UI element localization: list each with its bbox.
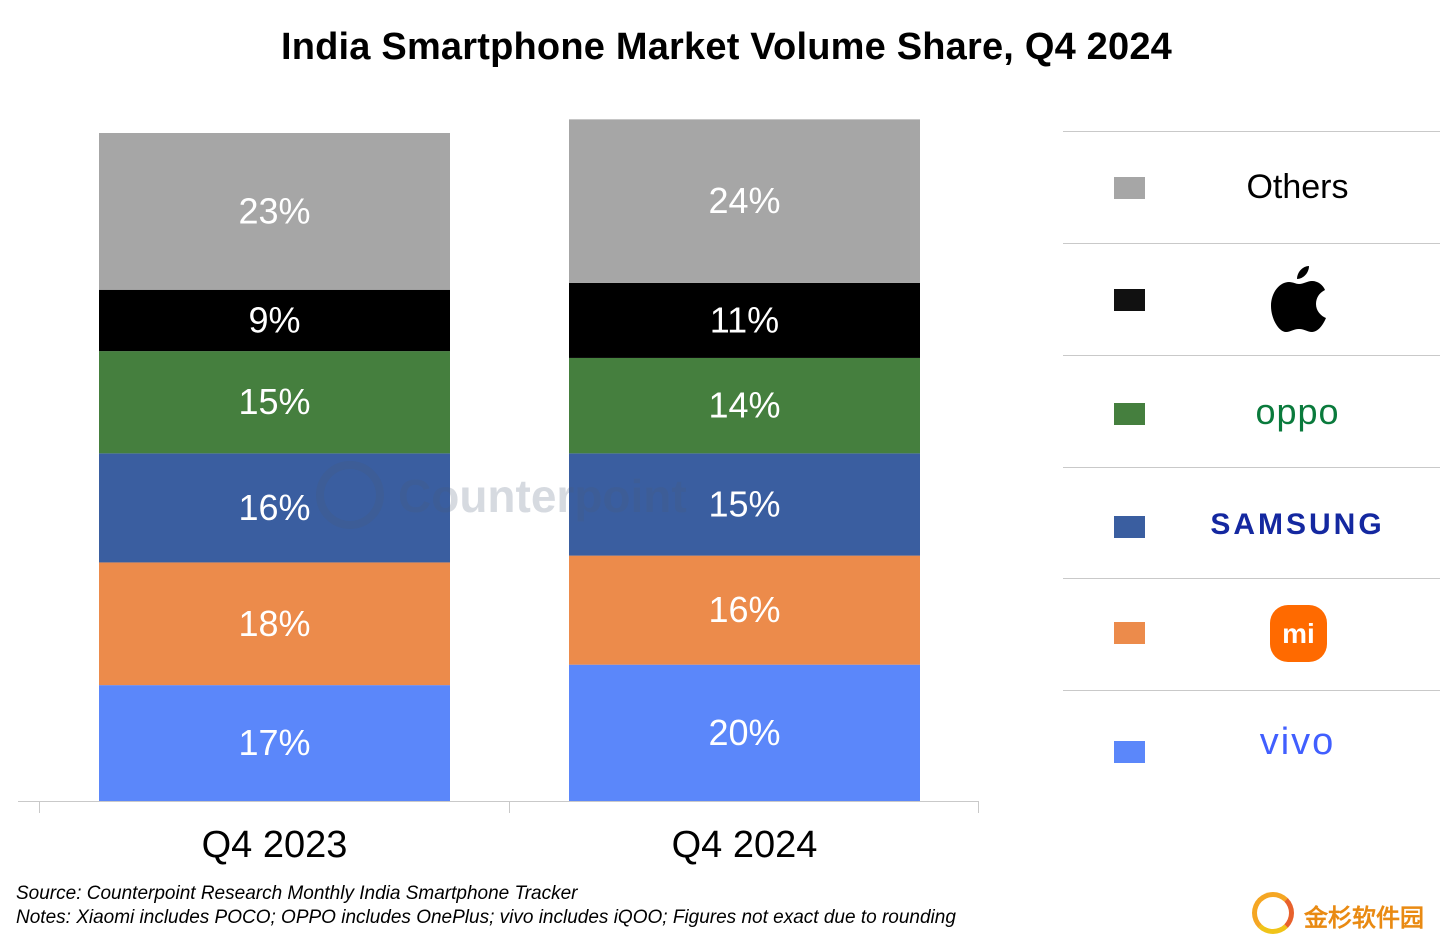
vivo-logo: vivo [1259, 721, 1336, 763]
swirl-logo-icon [1252, 892, 1294, 934]
legend-divider [1063, 578, 1440, 579]
bar-segment-xiaomi-q4-2024 [569, 555, 920, 665]
bar-segment-vivo-q4-2023 [99, 685, 450, 801]
data-label-vivo-q4-2024: 20% [708, 712, 780, 753]
data-label-oppo-q4-2024: 14% [708, 385, 780, 426]
legend-swatch-vivo [1114, 741, 1145, 763]
data-label-xiaomi-q4-2024: 16% [708, 589, 780, 630]
legend-item-oppo: oppo [1063, 356, 1440, 466]
x-tick-label: Q4 2023 [202, 824, 348, 866]
legend-label-others: Others [1246, 168, 1349, 206]
legend-swatch-others [1114, 177, 1145, 199]
oppo-logo: oppo [1255, 391, 1340, 432]
legend-item-others: Others [1063, 132, 1440, 242]
data-label-samsung-q4-2023: 16% [238, 487, 310, 528]
bar-segment-vivo-q4-2024 [569, 664, 920, 801]
bar-segment-oppo-q4-2024 [569, 357, 920, 454]
data-label-others-q4-2024: 24% [708, 180, 780, 221]
data-label-others-q4-2023: 23% [238, 190, 310, 231]
xiaomi-icon: mi [1270, 605, 1327, 662]
bar-segment-samsung-q4-2024 [569, 453, 920, 556]
legend-item-vivo: vivo [1063, 691, 1440, 801]
data-label-vivo-q4-2023: 17% [238, 722, 310, 763]
legend-swatch-samsung [1114, 516, 1145, 538]
legend-swatch-xiaomi [1114, 622, 1145, 644]
bar-segment-samsung-q4-2023 [99, 453, 450, 563]
bar-segment-others-q4-2024 [569, 119, 920, 283]
legend-item-apple [1063, 244, 1440, 354]
source-note: Source: Counterpoint Research Monthly In… [16, 883, 578, 904]
legend-swatch-apple [1114, 289, 1145, 311]
legend-divider [1063, 355, 1440, 356]
legend-item-samsung: SAMSUNG [1063, 468, 1440, 578]
bar-segment-apple-q4-2023 [99, 289, 450, 352]
bar-segment-oppo-q4-2023 [99, 351, 450, 454]
legend-divider [1063, 131, 1440, 132]
legend-swatch-oppo [1114, 403, 1145, 425]
data-label-apple-q4-2024: 11% [710, 299, 779, 340]
legend-item-xiaomi: mi [1063, 579, 1440, 689]
data-label-samsung-q4-2024: 15% [708, 483, 780, 524]
data-label-apple-q4-2023: 9% [248, 299, 300, 340]
apple-icon [1271, 266, 1326, 332]
samsung-logo: SAMSUNG [1210, 508, 1385, 541]
legend-divider [1063, 690, 1440, 691]
data-label-oppo-q4-2023: 15% [238, 381, 310, 422]
x-tick-label: Q4 2024 [672, 824, 818, 866]
bar-segment-others-q4-2023 [99, 133, 450, 290]
corner-logo: 金杉软件园 [1252, 890, 1432, 938]
notes-text: Notes: Xiaomi includes POCO; OPPO includ… [16, 907, 956, 928]
corner-logo-text: 金杉软件园 [1304, 905, 1424, 932]
bar-segment-apple-q4-2024 [569, 282, 920, 358]
data-label-xiaomi-q4-2023: 18% [238, 603, 310, 644]
legend-divider [1063, 243, 1440, 244]
legend-divider [1063, 467, 1440, 468]
bar-segment-xiaomi-q4-2023 [99, 562, 450, 686]
chart-title: India Smartphone Market Volume Share, Q4… [280, 26, 1173, 68]
stacked-bar-chart: 17% 18% 16% 15% 9% 23% 20% 16% 15% 14% 11% 24% Q4 20… [18, 119, 979, 866]
